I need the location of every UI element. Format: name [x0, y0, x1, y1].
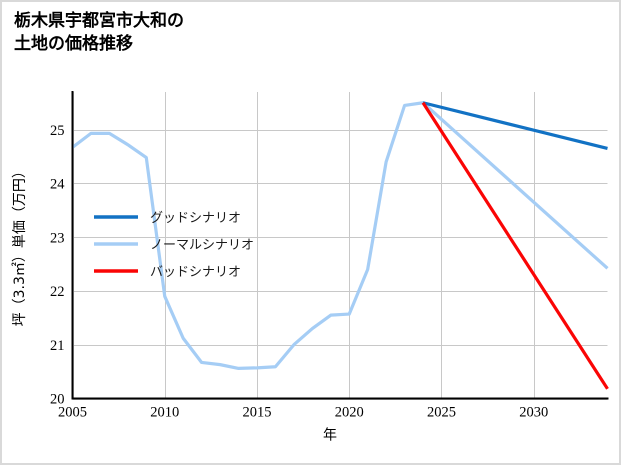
series-line-good — [422, 101, 608, 151]
x-tick-label: 2015 — [242, 405, 271, 421]
y-tick-label: 23 — [50, 230, 65, 246]
y-tick-label: 24 — [50, 177, 65, 193]
y-tick-label: 22 — [50, 284, 65, 300]
series-line-bad — [421, 101, 609, 390]
x-axis-title: 年 — [323, 428, 337, 444]
series-lines — [71, 101, 609, 390]
page-title: 栃木県宇都宮市大和の 土地の価格推移 — [14, 11, 184, 54]
x-tick-label: 2010 — [150, 405, 179, 421]
x-tick-label: 2020 — [335, 405, 364, 421]
y-tick-label: 21 — [50, 338, 65, 354]
series-line-normal — [71, 101, 609, 370]
y-tick-label: 20 — [50, 392, 65, 408]
x-tick-label: 2025 — [427, 405, 456, 421]
legend-label-0: グッドシナリオ — [150, 211, 241, 226]
y-axis-tick-labels: 20 21 22 23 24 25 — [50, 123, 65, 408]
y-tick-label: 25 — [50, 123, 65, 139]
x-axis-tick-labels: 2005 2010 2015 2020 2025 2030 — [58, 405, 548, 421]
x-tick-label: 2005 — [58, 405, 87, 421]
legend-label-2: バッドシナリオ — [150, 265, 241, 280]
x-tick-label: 2030 — [519, 405, 548, 421]
axis-spines — [71, 91, 609, 400]
legend-label-1: ノーマルシナリオ — [150, 238, 254, 253]
y-axis-title: 坪（3.3㎡）単価（万円） — [12, 164, 28, 326]
